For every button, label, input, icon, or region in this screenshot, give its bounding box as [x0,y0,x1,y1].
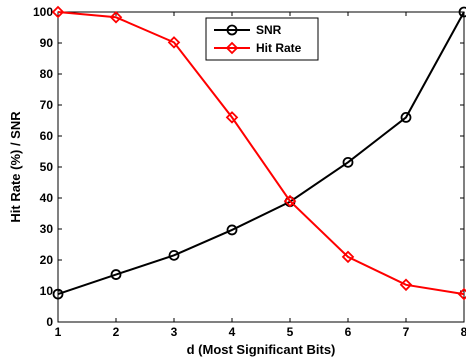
y-tick-label: 10 [40,284,54,298]
legend-entry-label: SNR [256,23,282,37]
y-axis-ticks: 0 10 20 30 40 50 60 70 80 90 100 [33,5,464,329]
x-tick-label: 5 [287,325,294,339]
x-tick-label: 8 [461,325,466,339]
data-point [457,287,466,301]
data-point [168,249,180,261]
data-point [458,6,466,18]
series-line [57,11,465,296]
data-point [52,288,64,300]
data-point [51,5,65,19]
y-tick-label: 100 [33,5,53,19]
x-tick-label: 2 [113,325,120,339]
series-line [57,11,465,296]
legend-swatch-marker [226,24,238,36]
data-point [110,269,122,280]
y-tick-label: 20 [40,253,54,267]
data-point [167,36,181,49]
data-point [400,112,412,123]
x-tick-label: 7 [403,325,410,339]
data-point [109,10,123,24]
data-point [399,278,413,292]
x-axis-label: d (Most Significant Bits) [187,342,336,357]
x-tick-label: 3 [171,325,178,339]
x-tick-label: 1 [55,325,62,339]
y-tick-label: 40 [40,191,54,205]
y-tick-label: 0 [46,315,53,329]
legend-entry-label: Hit Rate [256,41,302,55]
legend-swatch-marker [225,41,239,55]
y-tick-label: 80 [40,67,54,81]
y-tick-label: 30 [40,222,54,236]
legend-box [205,17,319,61]
x-tick-label: 6 [345,325,352,339]
x-tick-label: 4 [229,325,236,339]
y-tick-label: 70 [40,98,54,112]
y-axis-label: Hit Rate (%) / SNR [8,111,23,223]
data-point [341,250,355,264]
data-point [342,156,354,168]
data-point [226,224,238,236]
y-tick-label: 60 [40,129,54,143]
data-point [283,194,297,208]
series-group [51,5,466,301]
y-tick-label: 90 [40,36,54,50]
series-hit-rate [51,5,466,301]
series-snr [52,6,466,300]
x-axis-ticks: 1 2 3 4 5 6 7 8 [55,12,466,339]
data-point [225,111,239,124]
legend: SNR Hit Rate [205,17,319,61]
y-tick-label: 50 [40,160,54,174]
